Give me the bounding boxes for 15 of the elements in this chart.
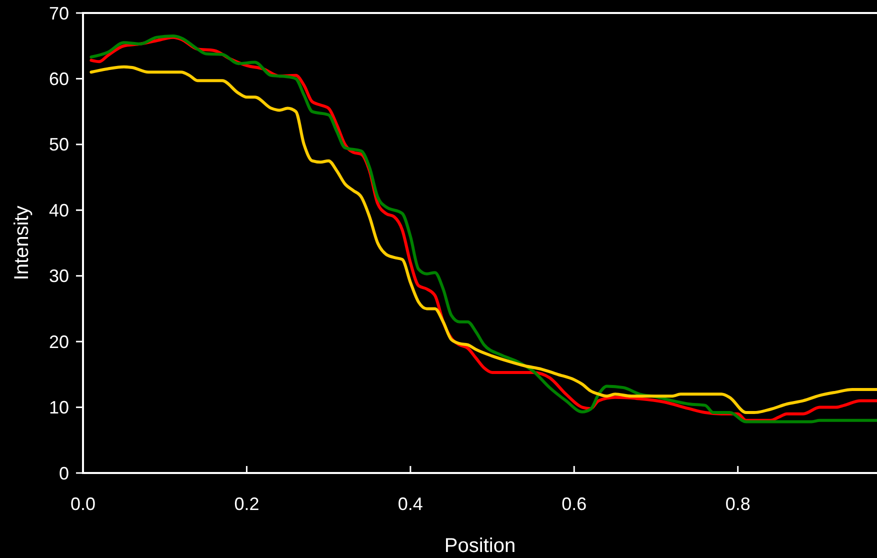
x-tick-label: 0.4 [398,494,423,514]
x-tick-label: 0.0 [70,494,96,514]
y-tick-label: 60 [48,69,69,90]
x-tick-label: 0.8 [725,494,750,514]
y-tick-label: 0 [58,463,69,484]
y-tick-label: 30 [48,266,69,286]
x-tick-label: 0.2 [234,494,260,514]
y-tick-label: 10 [48,398,69,418]
y-axis-title: Intensity [11,206,33,280]
x-tick-label: 0.6 [562,494,587,514]
y-tick-label: 70 [48,3,69,24]
y-tick-label: 40 [48,200,69,220]
y-tick-label: 20 [48,332,69,352]
y-tick-label: 50 [48,134,69,155]
x-axis-title: Position [444,535,516,557]
